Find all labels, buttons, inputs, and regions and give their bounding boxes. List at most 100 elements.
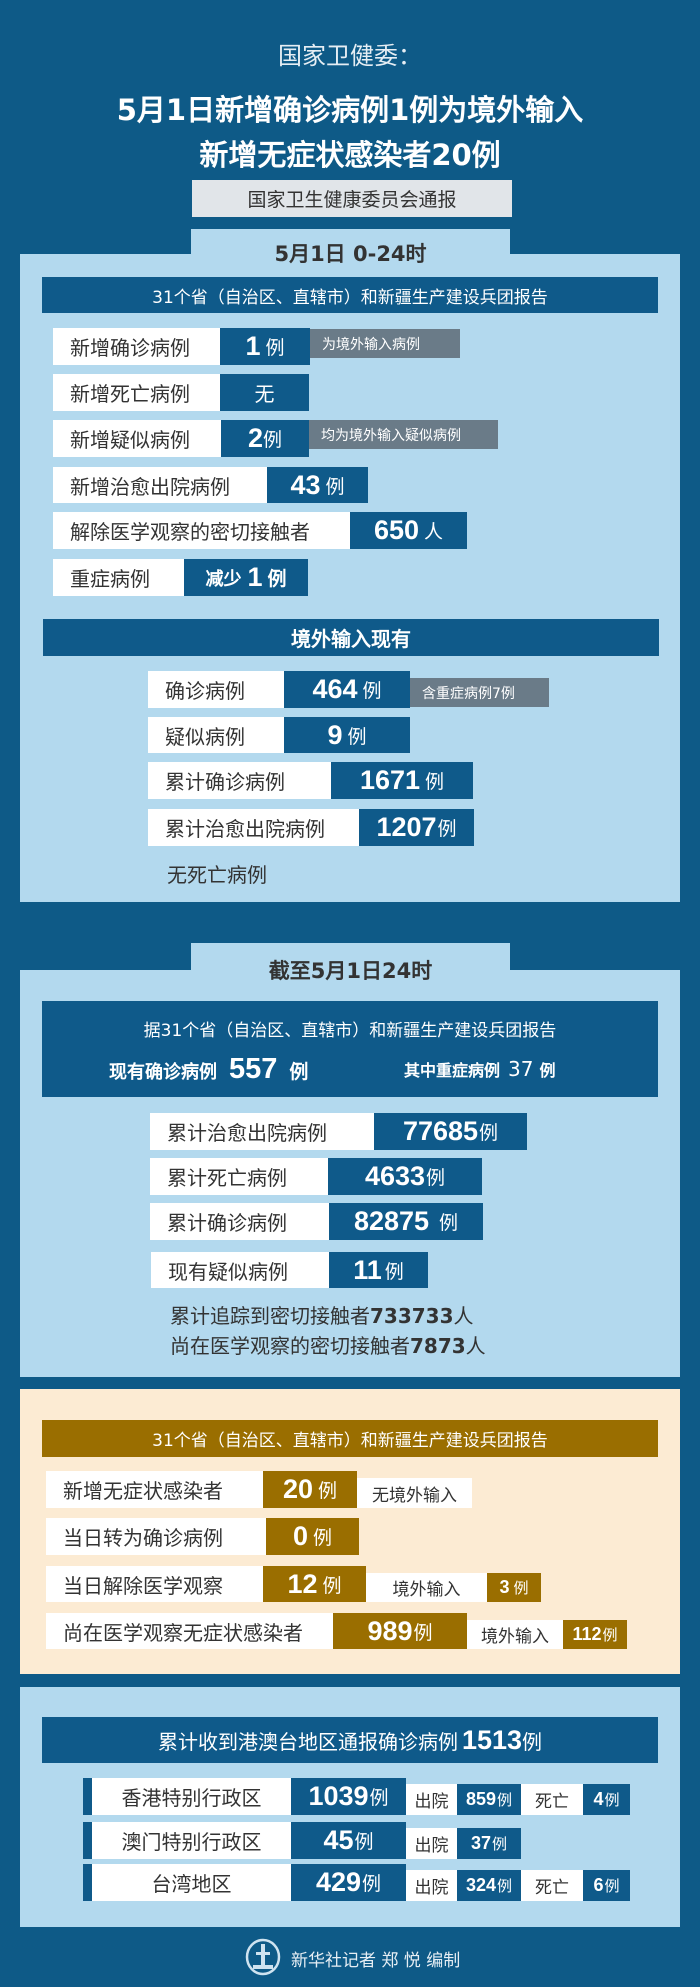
unit: 例	[426, 1167, 446, 1189]
unit: 例	[413, 1621, 433, 1644]
asym-label-under-observation: 尚在医学观察无症状感染者	[46, 1613, 333, 1649]
unit: 例	[263, 429, 283, 451]
unit: 例	[369, 1787, 389, 1809]
value: 82875	[353, 1206, 430, 1236]
value: 1207	[376, 812, 437, 842]
row-label-new-suspected: 新增疑似病例	[53, 420, 221, 457]
value: 20	[282, 1474, 314, 1504]
row-value-severe: 减少 1 例	[184, 559, 308, 596]
cum-label-recovered: 累计治愈出院病例	[150, 1113, 374, 1150]
unit: 人	[453, 1304, 474, 1328]
cum-label-confirmed: 累计确诊病例	[150, 1203, 329, 1240]
value: 733733	[370, 1304, 454, 1328]
cumulative-tab	[191, 943, 510, 973]
imported-label-confirmed: 确诊病例	[148, 671, 284, 708]
value: 112	[572, 1624, 602, 1644]
xinhua-logo-icon	[245, 1938, 281, 1976]
asym-label-new: 新增无症状感染者	[46, 1471, 263, 1508]
value: 650	[373, 515, 420, 545]
unit: 例	[513, 1579, 529, 1597]
prefix: 减少	[205, 568, 242, 590]
hmt-region: 澳门特别行政区	[92, 1822, 291, 1859]
value: 9	[327, 719, 343, 750]
imported-label-suspected: 疑似病例	[148, 717, 284, 753]
value: 3	[499, 1577, 510, 1597]
note-new-confirmed: 为境外输入病例	[310, 329, 460, 358]
imported-value-cumulative: 1671 例	[331, 762, 473, 799]
imported-label-cumulative: 累计确诊病例	[148, 762, 331, 799]
value: 1039	[308, 1781, 369, 1811]
unit: 例	[437, 818, 457, 840]
row-value-new-deaths: 无	[220, 374, 309, 411]
value: 0	[292, 1521, 308, 1551]
value: 1	[247, 562, 263, 592]
unit: 例	[362, 680, 382, 702]
unit: 例	[267, 568, 287, 590]
asym-note-new: 无境外输入	[357, 1478, 472, 1508]
cum-label-deaths: 累计死亡病例	[150, 1158, 328, 1195]
imported-header: 境外输入现有	[43, 619, 659, 656]
imported-value-recovered: 1207 例	[359, 809, 474, 846]
current-severe: 其中重症病例 37 例	[404, 1057, 555, 1081]
row-label-new-confirmed: 新增确诊病例	[53, 328, 220, 365]
hmt-death-label: 死亡	[521, 1870, 583, 1901]
row-value-released-contacts: 650 人	[350, 512, 467, 549]
value: 429	[315, 1867, 362, 1897]
unit: 例	[322, 1574, 342, 1597]
daily-tab-label: 5月1日 0-24时	[274, 242, 427, 266]
asym-note-observation-value: 112 例	[563, 1620, 627, 1649]
unit: 例	[497, 1877, 513, 1895]
footer-credit: 新华社记者 郑 悦 编制	[291, 1951, 461, 1971]
unit: 例	[539, 1061, 556, 1080]
value: 2	[247, 423, 263, 453]
daily-report-header: 31个省（自治区、直辖市）和新疆生产建设兵团报告	[42, 277, 658, 313]
cum-value-confirmed: 82875 例	[329, 1203, 483, 1240]
hmt-confirmed: 45 例	[291, 1822, 406, 1859]
asym-value-new: 20 例	[263, 1471, 357, 1508]
label: 累计收到港澳台地区通报确诊病例	[157, 1729, 458, 1754]
unit: 例	[313, 1527, 333, 1549]
imported-value-confirmed: 464 例	[284, 671, 410, 708]
unit: 人	[465, 1334, 486, 1358]
value: 12	[287, 1568, 318, 1599]
cum-label-suspected: 现有疑似病例	[151, 1252, 329, 1288]
asym-value-under-observation: 989 例	[333, 1613, 467, 1649]
unit: 人	[424, 521, 444, 543]
title-line-1: 5月1日新增确诊病例1例为境外输入	[116, 93, 584, 127]
row-label-new-deaths: 新增死亡病例	[53, 374, 220, 411]
cum-value-recovered: 77685 例	[374, 1113, 527, 1150]
hmt-discharged-label: 出院	[406, 1784, 457, 1815]
unit: 例	[325, 475, 345, 498]
imported-label-recovered: 累计治愈出院病例	[148, 809, 359, 846]
unit: 例	[289, 1061, 309, 1083]
row-label-released-contacts: 解除医学观察的密切接触者	[53, 512, 350, 549]
value: 859	[465, 1789, 497, 1809]
value: 11	[353, 1254, 382, 1285]
row-label-severe: 重症病例	[53, 559, 184, 596]
source-label: 国家卫生健康委员会通报	[192, 180, 512, 217]
row-marker	[83, 1778, 92, 1815]
unit: 例	[384, 1260, 404, 1283]
label: 现有确诊病例	[109, 1062, 217, 1083]
asymptomatic-header: 31个省（自治区、直辖市）和新疆生产建设兵团报告	[42, 1420, 658, 1457]
contacts-observed: 尚在医学观察的密切接触者7873人	[170, 1330, 486, 1359]
value: 7873	[410, 1334, 466, 1358]
unit: 例	[362, 1873, 382, 1895]
row-marker	[83, 1864, 92, 1901]
value: 4633	[364, 1161, 426, 1191]
imported-note-confirmed: 含重症病例7例	[410, 678, 549, 707]
subtitle: 国家卫健委：	[278, 41, 422, 70]
unit: 例	[522, 1729, 543, 1754]
row-marker	[83, 1822, 92, 1859]
unit: 例	[265, 337, 285, 359]
imported-no-deaths: 无死亡病例	[167, 863, 267, 887]
unit: 例	[425, 771, 445, 793]
